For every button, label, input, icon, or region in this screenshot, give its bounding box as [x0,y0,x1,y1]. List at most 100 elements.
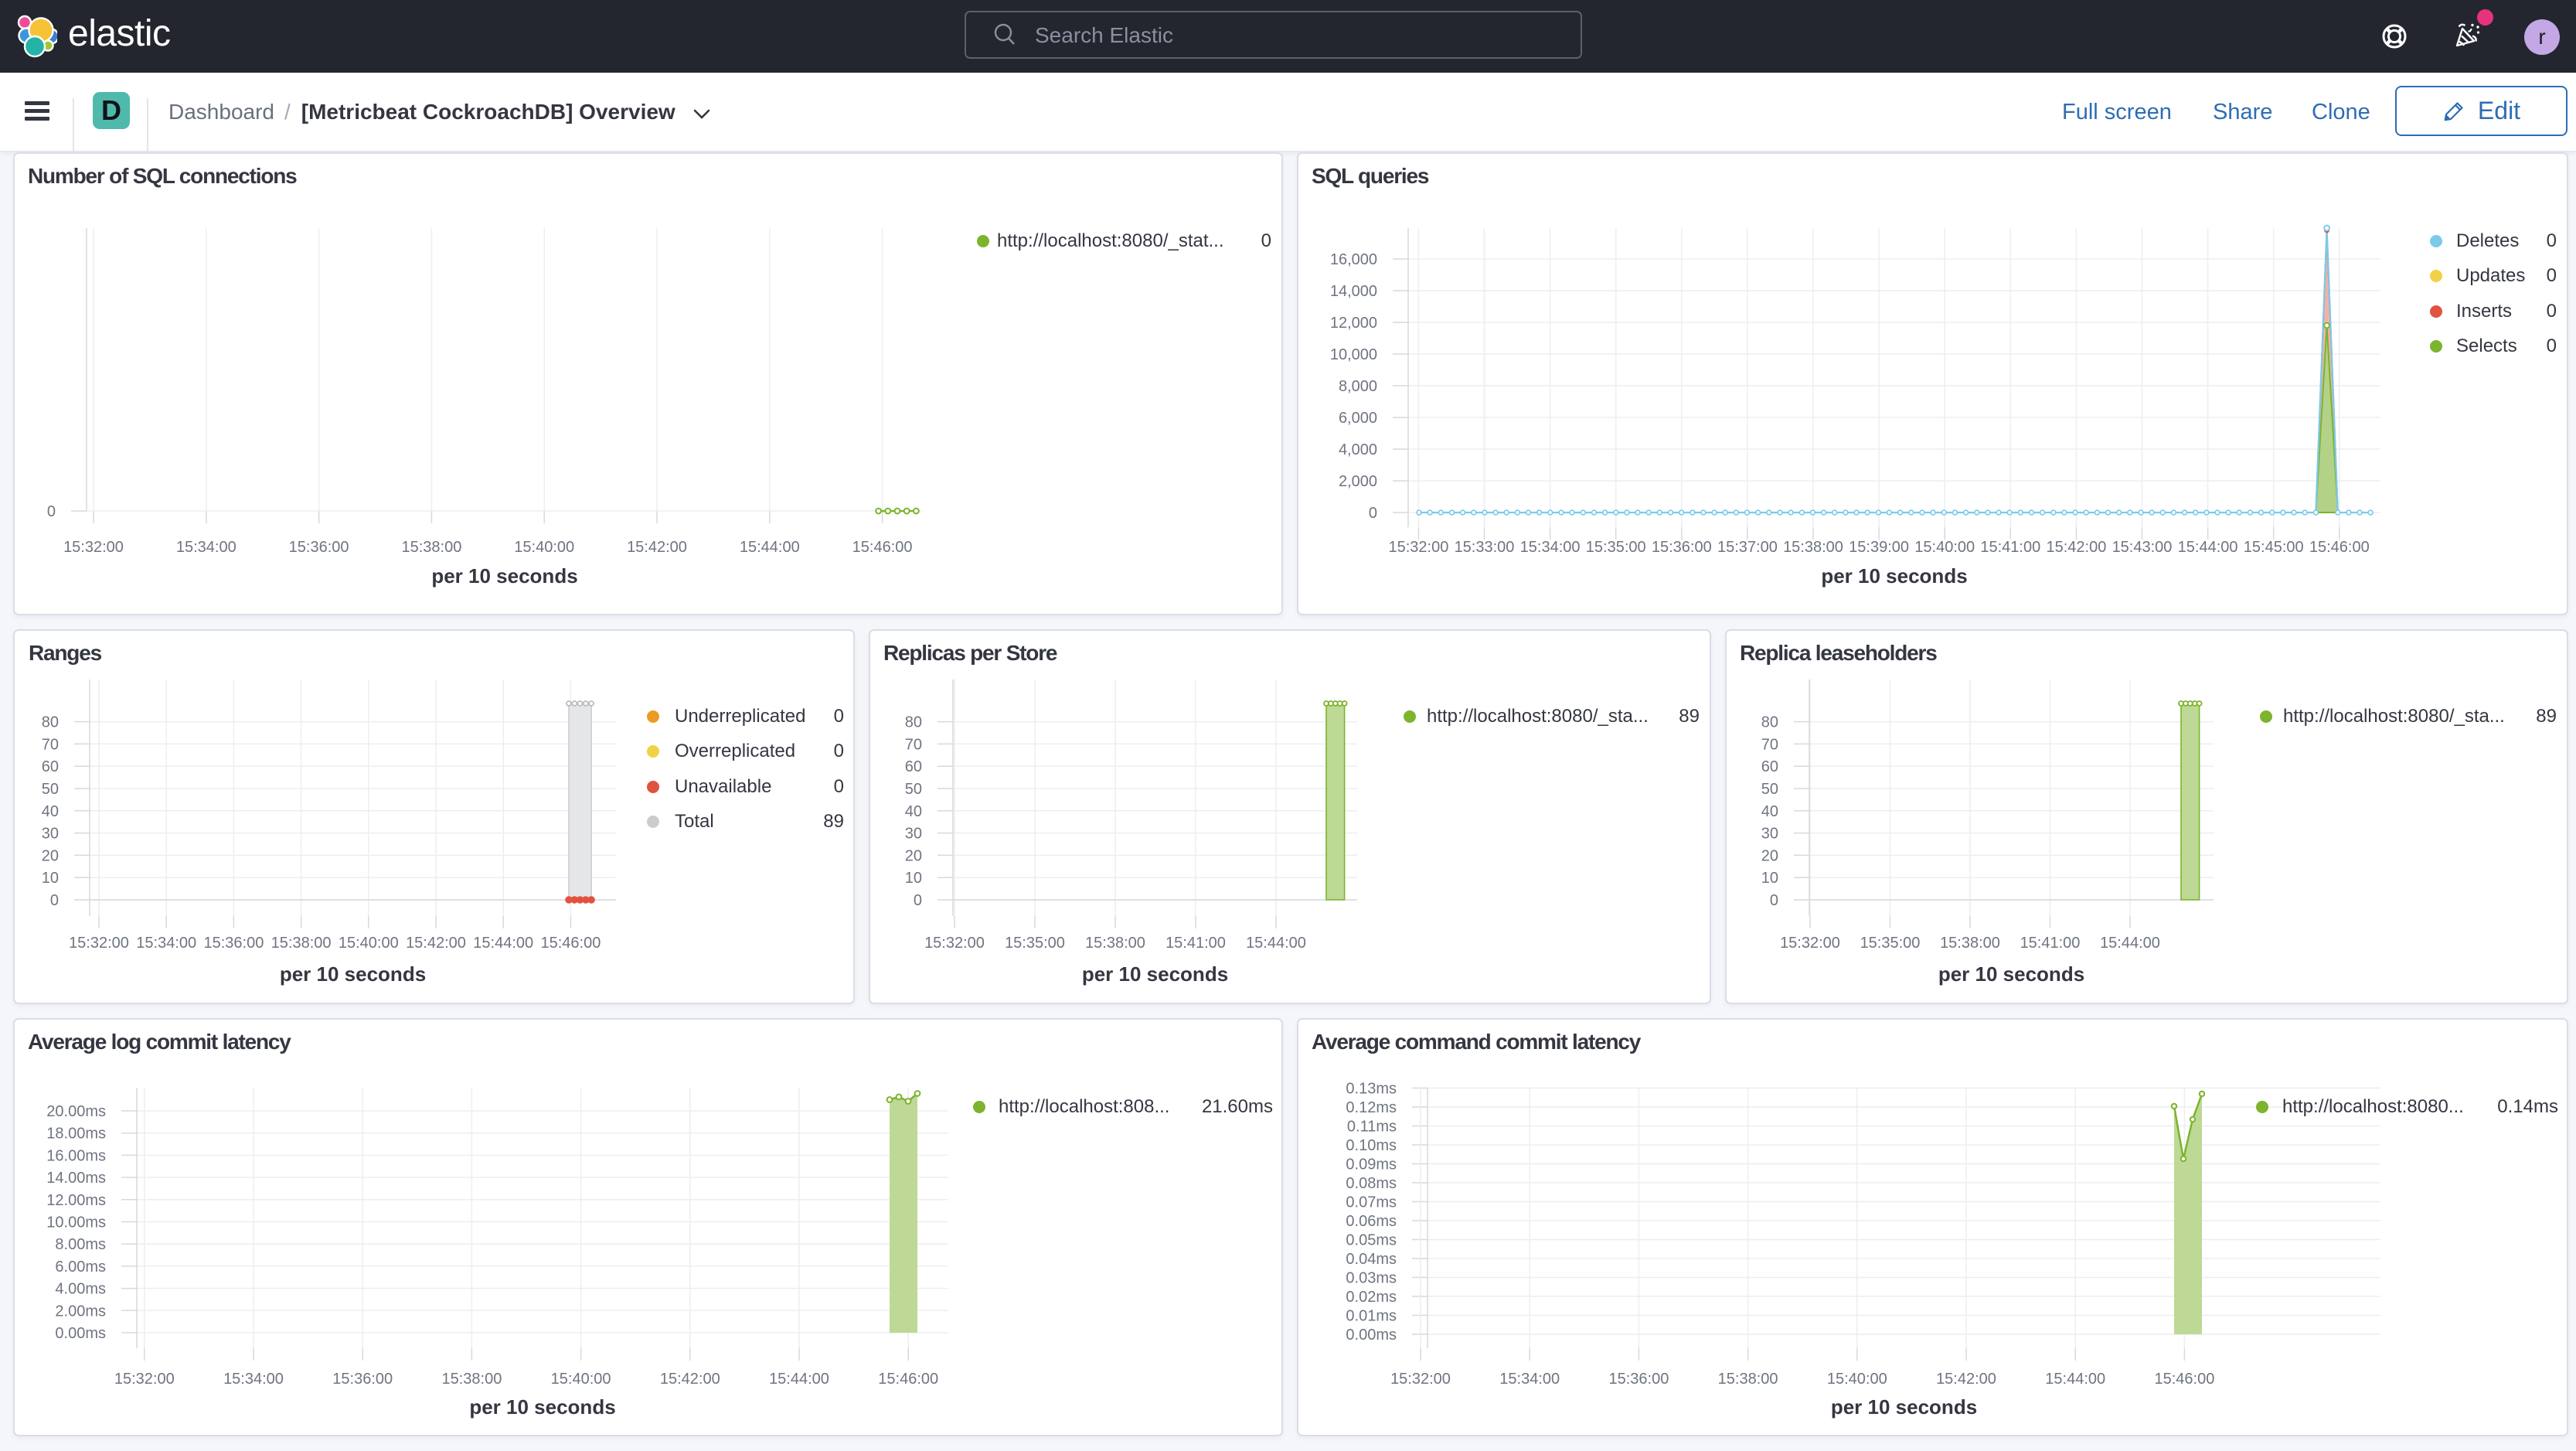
svg-text:per 10 seconds: per 10 seconds [280,962,426,986]
svg-text:0: 0 [50,892,59,909]
svg-text:15:36:00: 15:36:00 [1652,539,1712,556]
svg-text:15:34:00: 15:34:00 [1520,539,1581,556]
svg-text:0.06ms: 0.06ms [1346,1213,1397,1230]
svg-text:15:40:00: 15:40:00 [551,1371,611,1388]
svg-text:15:44:00: 15:44:00 [740,539,800,556]
svg-text:0.00ms: 0.00ms [55,1325,106,1342]
svg-text:15:36:00: 15:36:00 [332,1371,393,1388]
svg-text:15:42:00: 15:42:00 [2046,539,2106,556]
svg-text:0.00ms: 0.00ms [1346,1327,1397,1344]
svg-text:15:40:00: 15:40:00 [1914,539,1975,556]
svg-text:15:44:00: 15:44:00 [2045,1371,2105,1388]
svg-text:2,000: 2,000 [1339,473,1377,490]
svg-text:10: 10 [905,870,922,887]
svg-text:20: 20 [905,847,922,864]
svg-text:15:38:00: 15:38:00 [1718,1371,1778,1388]
svg-text:6,000: 6,000 [1339,410,1377,427]
svg-text:30: 30 [905,826,922,843]
svg-text:15:36:00: 15:36:00 [203,935,264,952]
svg-text:0: 0 [1770,892,1778,909]
svg-text:15:32:00: 15:32:00 [1780,935,1840,952]
svg-text:15:41:00: 15:41:00 [2020,935,2081,952]
svg-text:15:40:00: 15:40:00 [514,539,574,556]
svg-text:50: 50 [905,781,922,798]
svg-text:15:32:00: 15:32:00 [1390,1371,1451,1388]
svg-text:16.00ms: 16.00ms [46,1147,106,1164]
svg-text:0.11ms: 0.11ms [1347,1119,1397,1136]
svg-text:15:46:00: 15:46:00 [2154,1371,2214,1388]
svg-text:0.04ms: 0.04ms [1346,1251,1397,1268]
svg-text:15:42:00: 15:42:00 [406,935,466,952]
svg-text:4.00ms: 4.00ms [55,1281,106,1298]
svg-text:40: 40 [905,803,922,820]
svg-text:per 10 seconds: per 10 seconds [1938,962,2084,986]
svg-text:15:32:00: 15:32:00 [924,935,985,952]
svg-text:12.00ms: 12.00ms [46,1192,106,1209]
svg-text:6.00ms: 6.00ms [55,1259,106,1276]
svg-text:15:38:00: 15:38:00 [1085,935,1145,952]
svg-text:0: 0 [1369,505,1377,522]
svg-text:0.01ms: 0.01ms [1346,1308,1397,1325]
svg-text:per 10 seconds: per 10 seconds [1082,962,1228,986]
svg-text:60: 60 [905,758,922,775]
svg-text:80: 80 [1761,714,1778,731]
svg-text:70: 70 [42,736,59,753]
svg-text:15:38:00: 15:38:00 [271,935,332,952]
svg-text:15:35:00: 15:35:00 [1860,935,1921,952]
svg-text:2.00ms: 2.00ms [55,1303,106,1320]
svg-text:4,000: 4,000 [1339,441,1377,458]
svg-text:60: 60 [42,758,59,775]
svg-text:15:36:00: 15:36:00 [1608,1371,1669,1388]
svg-text:15:42:00: 15:42:00 [1936,1371,1996,1388]
svg-text:20: 20 [1761,847,1778,864]
svg-text:30: 30 [1761,826,1778,843]
svg-text:80: 80 [905,714,922,731]
svg-text:0.08ms: 0.08ms [1346,1175,1397,1192]
svg-text:per 10 seconds: per 10 seconds [431,564,577,588]
svg-text:0.09ms: 0.09ms [1346,1156,1397,1173]
svg-text:18.00ms: 18.00ms [46,1126,106,1143]
svg-text:15:37:00: 15:37:00 [1717,539,1778,556]
svg-text:50: 50 [1761,781,1778,798]
svg-text:15:34:00: 15:34:00 [1499,1371,1560,1388]
svg-text:15:38:00: 15:38:00 [401,539,461,556]
svg-text:0: 0 [914,892,922,909]
svg-text:15:36:00: 15:36:00 [289,539,349,556]
svg-text:15:41:00: 15:41:00 [1980,539,2040,556]
svg-text:15:34:00: 15:34:00 [223,1371,284,1388]
svg-text:15:44:00: 15:44:00 [2100,935,2160,952]
svg-text:40: 40 [42,803,59,820]
svg-text:10: 10 [1761,870,1778,887]
svg-text:10,000: 10,000 [1330,346,1377,363]
svg-text:15:44:00: 15:44:00 [769,1371,829,1388]
svg-text:40: 40 [1761,803,1778,820]
svg-text:15:32:00: 15:32:00 [63,539,124,556]
svg-text:15:46:00: 15:46:00 [878,1371,938,1388]
svg-text:0.05ms: 0.05ms [1346,1232,1397,1249]
svg-text:15:39:00: 15:39:00 [1849,539,1909,556]
svg-text:20.00ms: 20.00ms [46,1103,106,1120]
svg-text:0.10ms: 0.10ms [1346,1137,1397,1154]
svg-text:15:38:00: 15:38:00 [1783,539,1843,556]
svg-text:15:33:00: 15:33:00 [1455,539,1515,556]
svg-text:15:32:00: 15:32:00 [69,935,129,952]
svg-text:15:42:00: 15:42:00 [660,1371,720,1388]
svg-text:0.07ms: 0.07ms [1346,1194,1397,1211]
svg-text:15:34:00: 15:34:00 [136,935,196,952]
svg-text:15:46:00: 15:46:00 [540,935,601,952]
svg-text:15:43:00: 15:43:00 [2112,539,2173,556]
svg-text:12,000: 12,000 [1330,315,1377,332]
svg-text:0: 0 [47,503,56,520]
svg-text:0.03ms: 0.03ms [1346,1270,1397,1287]
svg-text:15:38:00: 15:38:00 [1940,935,2000,952]
svg-text:15:35:00: 15:35:00 [1005,935,1065,952]
svg-text:15:46:00: 15:46:00 [2309,539,2370,556]
svg-text:14.00ms: 14.00ms [46,1170,106,1187]
svg-text:0.12ms: 0.12ms [1346,1099,1397,1116]
svg-text:8.00ms: 8.00ms [55,1236,106,1253]
svg-text:15:34:00: 15:34:00 [176,539,237,556]
svg-text:0.02ms: 0.02ms [1346,1289,1397,1306]
svg-text:60: 60 [1761,758,1778,775]
svg-text:per 10 seconds: per 10 seconds [469,1395,615,1419]
svg-text:15:41:00: 15:41:00 [1165,935,1226,952]
